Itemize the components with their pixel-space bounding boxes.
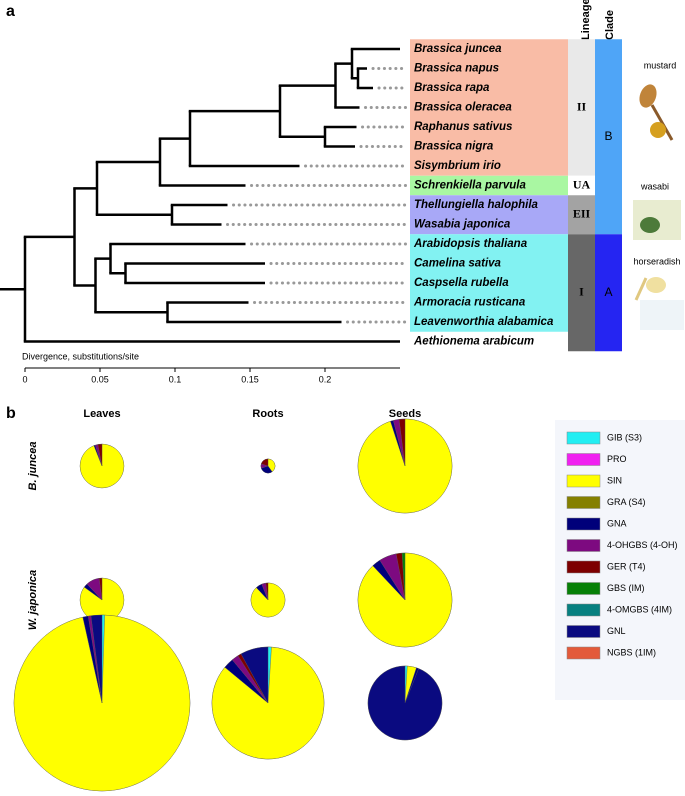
axis-title: Divergence, substitutions/site [22,351,139,361]
panel-label: b [6,405,16,422]
legend-swatch [566,625,601,638]
species-label: Brassica napus [414,63,499,75]
column-header: Seeds [389,408,421,420]
lineage-band [568,234,595,352]
pie-slice [97,443,103,467]
legend-label: 4-OHGBS (4-OH) [607,540,678,550]
species-label: Armoracia rusticana [413,297,526,309]
legend-label: NGBS (1IM) [607,647,656,657]
lineage-header: Lineage [580,0,592,40]
x-tick-label: 0.05 [91,374,109,384]
label-background [410,175,568,196]
species-label: Thellungiella halophila [414,199,539,211]
clade-band [595,39,622,235]
legend-label: SIN [607,475,622,485]
image-label: horseradish [633,256,680,266]
pie-slice [13,614,191,792]
legend-label: GRA (S4) [607,497,646,507]
illustrations [633,84,684,330]
legend-label: 4-OMGBS (4IM) [607,604,672,614]
image-label: mustard [644,60,677,70]
lineage-label: EII [573,207,591,221]
pie-slice [99,577,103,601]
species-label: Brassica nigra [414,141,494,153]
legend-label: GBS (IM) [607,583,645,593]
pie-slice [398,418,406,467]
species-label: Leavenworthia alabamica [414,316,554,328]
pie-slice [240,646,269,704]
legend-swatch [566,539,601,552]
column-header: Roots [252,408,283,420]
legend-swatch [566,496,601,509]
legend-swatch [566,560,601,574]
clade-label: B [604,129,612,143]
x-tick-label: 0 [22,374,27,384]
lineage-label: II [577,99,587,113]
legend-swatch [566,517,601,531]
legend-swatch [566,431,601,445]
legend-label: GER (T4) [607,561,646,571]
pie-slice [267,458,276,472]
pie-slice [265,582,269,601]
pie-slice [90,614,103,704]
clade-band [595,234,622,352]
species-label: Brassica juncea [414,43,502,55]
legend-label: GNL [607,626,626,636]
species-label: Wasabia japonica [414,219,511,231]
species-label: Brassica rapa [414,82,490,94]
row-header: W. japonica [27,570,39,630]
lineage-label: UA [573,177,591,191]
species-label: Raphanus sativus [414,121,512,133]
pie-slice [261,458,269,467]
species-label: Aethionema arabicum [413,336,534,348]
species-label: Camelina sativa [414,258,502,270]
species-label: Sisymbrium irio [414,160,501,172]
label-background [410,234,568,332]
species-label: Arabidopsis thaliana [413,238,528,250]
lineage-band [568,175,595,196]
legend-swatch [566,474,601,488]
lineage-band [568,39,595,176]
column-header: Leaves [83,408,120,420]
x-tick-label: 0.2 [319,374,332,384]
species-label: Brassica oleracea [414,102,512,114]
lineage-band [568,195,595,235]
legend-swatch [566,582,601,595]
label-background [410,39,568,176]
clade-header: Clade [604,10,616,40]
row-header: B. juncea [27,442,39,491]
clade-label: A [604,285,612,299]
legend-label: GIB (S3) [607,432,642,442]
x-tick-label: 0.15 [241,374,259,384]
pie-slice [367,665,443,741]
legend-swatch [566,453,601,466]
x-tick-label: 0.1 [169,374,182,384]
legend-swatch [566,603,601,617]
panel-label: a [6,3,15,20]
legend-swatch [566,646,601,660]
legend-label: GNA [607,518,627,528]
pie-slice [401,552,406,601]
image-label: wasabi [640,181,669,191]
lineage-label: I [579,285,584,299]
species-label: Schrenkiella parvula [414,180,526,192]
species-label: Caspsella rubella [414,277,509,289]
legend-label: PRO [607,454,627,464]
label-background [410,195,568,235]
